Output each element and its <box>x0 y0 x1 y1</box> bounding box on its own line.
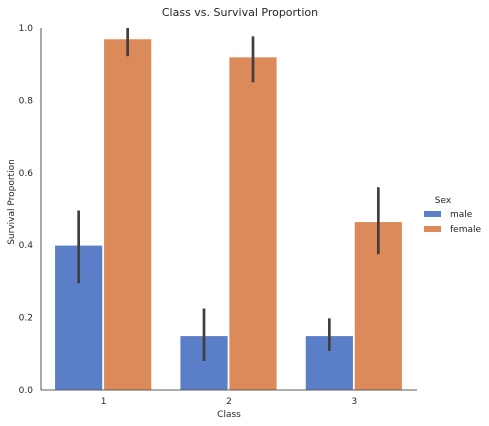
plot-area: 0.0 0.2 0.4 0.6 0.8 1.0 1 2 3 <box>19 24 403 407</box>
y-tick-label: 0.4 <box>19 241 34 251</box>
bar-female-class-1 <box>103 38 153 391</box>
y-axis-label: Survival Proportion <box>7 159 17 245</box>
x-tick-label: 2 <box>226 397 232 407</box>
x-tick-label: 3 <box>351 397 357 407</box>
x-tick-label: 1 <box>101 397 107 407</box>
legend-swatch-male <box>424 211 441 217</box>
legend-swatch-female <box>424 226 441 232</box>
y-tick-label: 0.8 <box>19 96 34 106</box>
bar-female-class-2 <box>228 56 278 391</box>
chart-title: Class vs. Survival Proportion <box>162 6 318 19</box>
y-tick-label: 1.0 <box>19 24 34 34</box>
legend-label-female: female <box>450 225 481 235</box>
legend-label-male: male <box>450 210 473 220</box>
y-tick-label: 0.0 <box>19 386 34 396</box>
legend-title: Sex <box>435 196 452 206</box>
y-tick-label: 0.6 <box>19 169 34 179</box>
x-axis-label: Class <box>217 410 241 420</box>
y-tick-label: 0.2 <box>19 314 33 324</box>
legend: Sex male female <box>424 196 481 235</box>
